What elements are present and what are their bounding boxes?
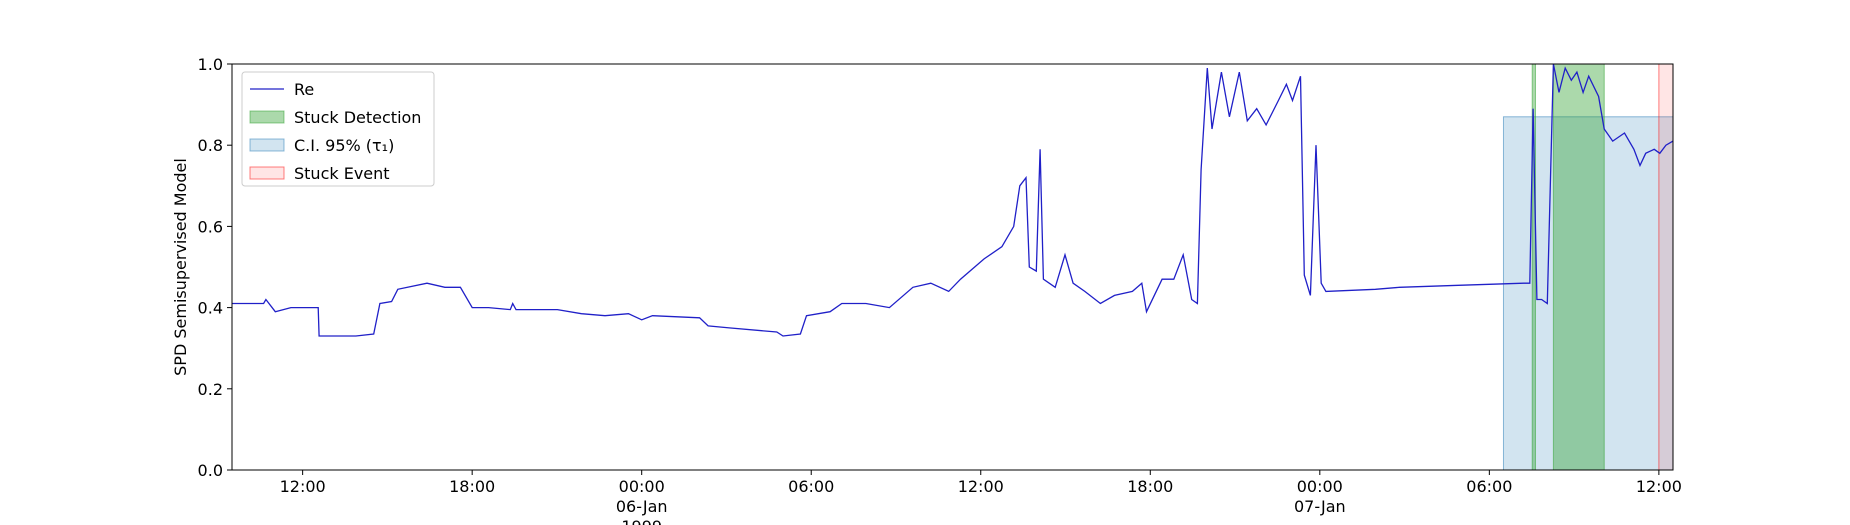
y-tick-label: 0.2 [198, 380, 223, 399]
x-tick-label-line: 06-Jan [616, 497, 668, 516]
span [1658, 63, 1674, 471]
y-tick-label: 0.6 [198, 217, 223, 236]
x-tick-label: 06:00 [1466, 477, 1512, 496]
legend-label: Stuck Detection [294, 108, 421, 127]
legend-label: Re [294, 80, 314, 99]
x-tick-label: 12:00 [958, 477, 1004, 496]
x-tick-label-line: 1999 [621, 517, 662, 525]
legend-patch [249, 166, 285, 180]
plot-frame [231, 63, 1674, 471]
y-tick-label: 0.4 [198, 299, 223, 318]
x-tick-label-line: 00:00 [1297, 477, 1343, 496]
x-tick-label-line: 18:00 [1127, 477, 1173, 496]
x-tick-label-line: 12:00 [280, 477, 326, 496]
x-tick-label-line: 06:00 [1466, 477, 1512, 496]
legend-patch [249, 110, 285, 124]
x-tick-label: 06:00 [788, 477, 834, 496]
y-tick-label: 1.0 [198, 55, 223, 74]
y-axis-label: SPD Semisupervised Model [171, 158, 190, 376]
legend-label: Stuck Event [294, 164, 390, 183]
legend-box [241, 71, 435, 187]
y-tick-label: 0.8 [198, 136, 223, 155]
x-tick-label-line: 06:00 [788, 477, 834, 496]
data-line [232, 63, 1674, 337]
x-tick-label: 18:00 [449, 477, 495, 496]
legend-patch [249, 138, 285, 152]
x-tick-label: 18:00 [1127, 477, 1173, 496]
x-tick-label-line: 12:00 [958, 477, 1004, 496]
x-tick-label-line: 18:00 [449, 477, 495, 496]
x-tick-label: 12:00 [1636, 477, 1682, 496]
legend: Re Stuck Detection C.I. 95% (τ₁) Stuck Even… [241, 71, 435, 187]
span [1552, 63, 1605, 471]
y-tick-label: 0.0 [198, 461, 223, 480]
x-tick-label-line: 07-Jan [1294, 497, 1346, 516]
legend-label: C.I. 95% (τ₁) [294, 136, 394, 155]
x-tick-label: 12:00 [280, 477, 326, 496]
x-tick-label-line: 12:00 [1636, 477, 1682, 496]
x-tick-label: 00:00 07-Jan [1294, 477, 1346, 516]
x-tick-label-line: 00:00 [619, 477, 665, 496]
